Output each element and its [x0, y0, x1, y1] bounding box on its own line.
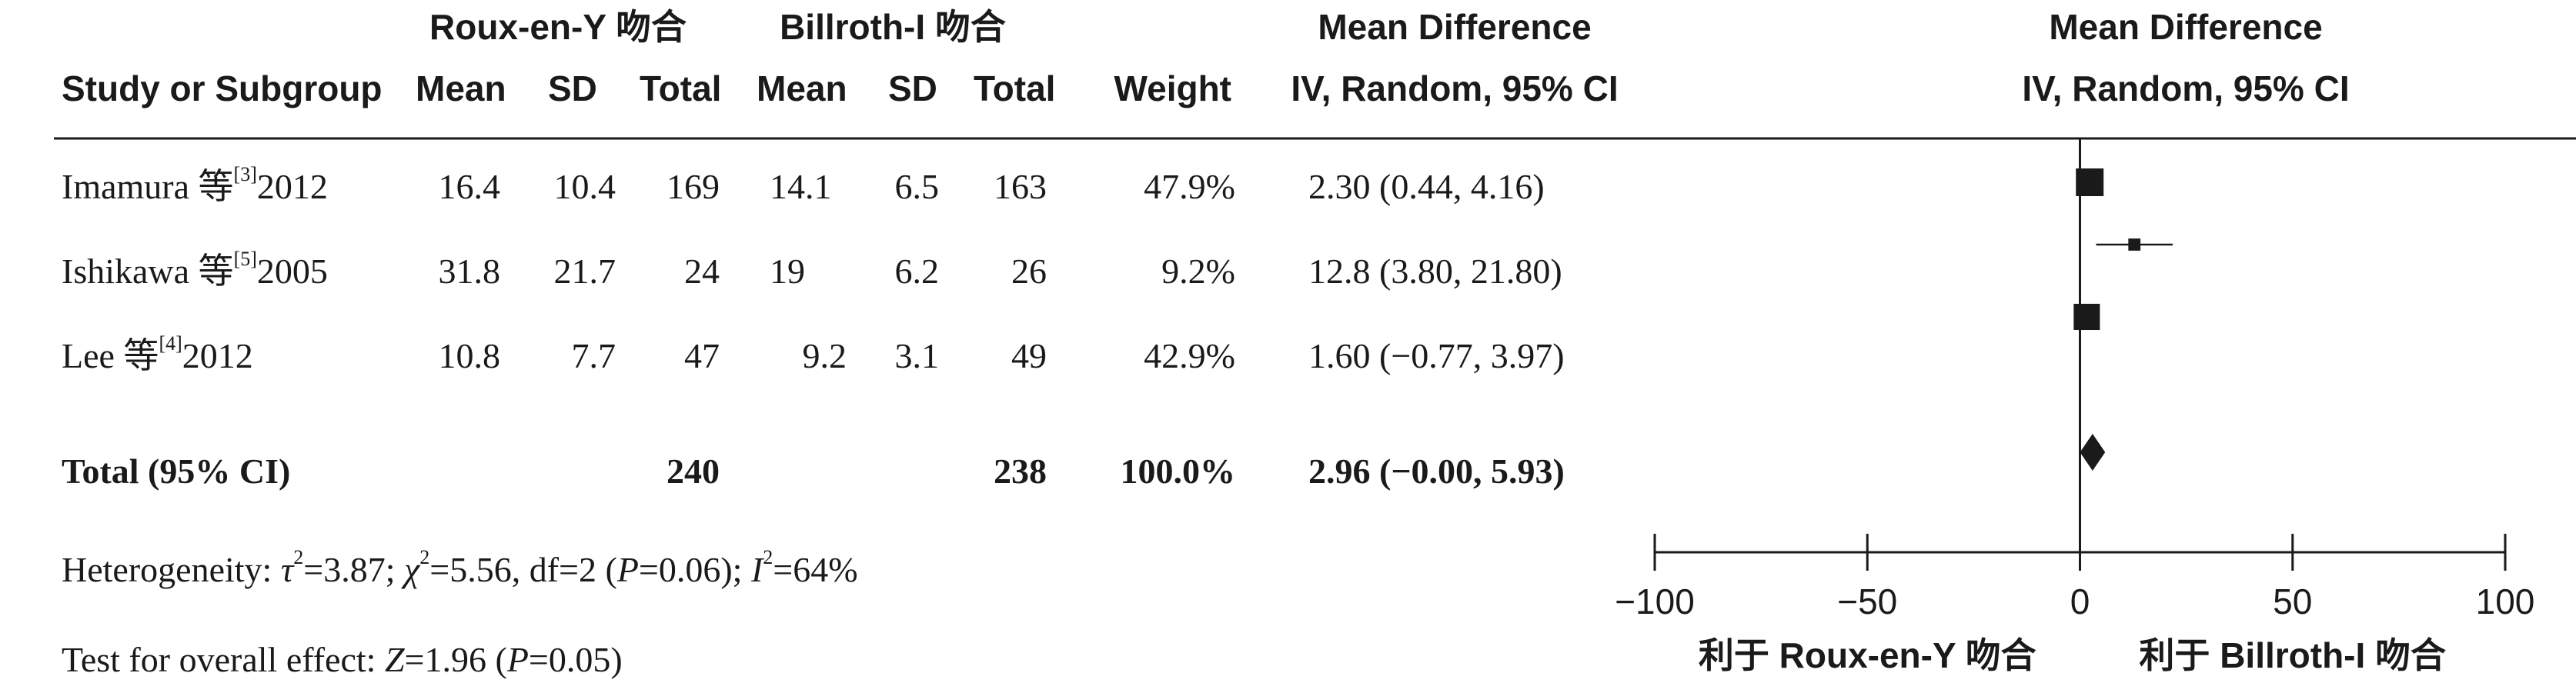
- x-axis-tick-label: 100: [2476, 581, 2535, 621]
- study-label: Ishikawa 等[5]2005: [62, 248, 328, 291]
- effect-table-subheader: IV, Random, 95% CI: [1291, 68, 1619, 108]
- ctl-mean-cell: 19: [770, 252, 805, 291]
- exp-sd-header: SD: [548, 68, 597, 108]
- weight-cell: 42.9%: [1144, 336, 1235, 375]
- study-label: Lee 等[4]2012: [62, 332, 253, 375]
- ctl-total-cell: 26: [1011, 252, 1047, 291]
- exp-total-cell: 47: [684, 336, 720, 375]
- control-group-header: Billroth-I 吻合: [780, 7, 1006, 47]
- weight-cell: 47.9%: [1144, 167, 1235, 206]
- study-effect-square: [2128, 238, 2141, 251]
- effect-plot-subheader: IV, Random, 95% CI: [2022, 68, 2350, 108]
- study-effect-square: [2073, 303, 2100, 331]
- x-axis-tick-label: −50: [1837, 581, 1897, 621]
- weight-header: Weight: [1114, 68, 1231, 108]
- exp-mean-cell: 10.8: [438, 336, 501, 375]
- effect-ci-cell: 2.30 (0.44, 4.16): [1308, 167, 1545, 206]
- effect-ci-cell: 12.8 (3.80, 21.80): [1308, 252, 1562, 291]
- ctl-total-header: Total: [974, 68, 1056, 108]
- ctl-sd-cell: 6.5: [894, 167, 940, 206]
- x-axis-tick-label: 50: [2273, 581, 2312, 621]
- x-axis-tick-label: −100: [1615, 581, 1695, 621]
- exp-mean-header: Mean: [416, 68, 506, 108]
- study-column-header: Study or Subgroup: [62, 68, 383, 108]
- exp-total-header: Total: [640, 68, 722, 108]
- favours-right-label: 利于 Billroth-I 吻合: [2139, 635, 2446, 675]
- total-exp-total: 240: [667, 451, 720, 491]
- ctl-total-cell: 163: [994, 167, 1047, 206]
- exp-total-cell: 169: [667, 167, 720, 206]
- study-effect-square: [2076, 168, 2104, 196]
- ctl-total-cell: 49: [1011, 336, 1047, 375]
- exp-sd-cell: 7.7: [571, 336, 616, 375]
- exp-mean-cell: 31.8: [438, 252, 501, 291]
- heterogeneity-text: Heterogeneity: τ2=3.87; χ2=5.56, df=2 (P…: [62, 546, 858, 589]
- ctl-mean-header: Mean: [757, 68, 847, 108]
- experimental-group-header: Roux-en-Y 吻合: [429, 7, 687, 47]
- weight-cell: 9.2%: [1161, 252, 1235, 291]
- overall-effect-text: Test for overall effect: Z=1.96 (P=0.05): [62, 640, 623, 679]
- total-weight: 100.0%: [1120, 451, 1236, 491]
- exp-sd-cell: 21.7: [553, 252, 616, 291]
- ctl-sd-cell: 6.2: [894, 252, 940, 291]
- study-label: Imamura 等[3]2012: [62, 163, 328, 206]
- total-effect-ci: 2.96 (−0.00, 5.93): [1308, 451, 1565, 491]
- exp-total-cell: 24: [684, 252, 720, 291]
- total-label: Total (95% CI): [62, 451, 291, 491]
- effect-plot-header: Mean Difference: [2049, 7, 2323, 47]
- effect-table-header: Mean Difference: [1318, 7, 1592, 47]
- exp-sd-cell: 10.4: [553, 167, 616, 206]
- ctl-mean-cell: 14.1: [770, 167, 832, 206]
- ctl-sd-header: SD: [888, 68, 937, 108]
- favours-left-label: 利于 Roux-en-Y 吻合: [1699, 635, 2036, 675]
- ctl-mean-cell: 9.2: [802, 336, 847, 375]
- x-axis-tick-label: 0: [2070, 581, 2090, 621]
- exp-mean-cell: 16.4: [438, 167, 501, 206]
- effect-ci-cell: 1.60 (−0.77, 3.97): [1308, 336, 1565, 375]
- pooled-effect-diamond: [2080, 434, 2106, 471]
- ctl-sd-cell: 3.1: [894, 336, 940, 375]
- total-ctl-total: 238: [994, 451, 1047, 491]
